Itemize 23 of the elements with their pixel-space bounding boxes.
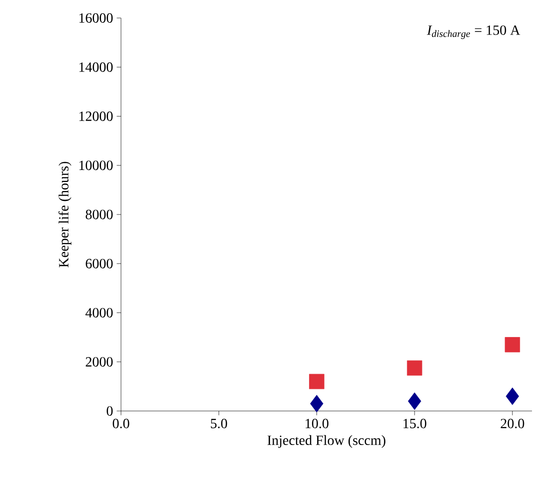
point	[408, 392, 422, 410]
y-tick-label: 6000	[86, 258, 113, 268]
y-tick-label: 4000	[85, 308, 113, 318]
y-tick-label: 0	[106, 406, 113, 416]
x-tick-label: 15.0	[404, 418, 426, 428]
y-tick-label: 16000	[79, 13, 113, 23]
point	[504, 337, 520, 352]
x-axis-title: Injected Flow (sccm)	[268, 435, 386, 448]
y-tick-label: 2000	[86, 357, 113, 367]
annotation: $I_{discharge}\text{ = 150 A}$	[426, 25, 520, 40]
y-tick-label: 14000	[79, 62, 113, 72]
y-tick-label: 12000	[79, 112, 113, 121]
y-tick-label: 10000	[79, 160, 113, 170]
point	[310, 394, 324, 412]
point	[506, 388, 520, 405]
x-tick-label: 10.0	[306, 418, 328, 428]
y-axis-title: Keeper life (hours)	[58, 162, 72, 268]
x-tick-label: 5.0	[210, 418, 228, 428]
x-tick-label: 20.0	[500, 418, 524, 428]
y-tick-label: 8000	[86, 210, 113, 220]
point	[309, 374, 324, 390]
x-tick-label: 0.0	[112, 418, 130, 428]
point	[406, 360, 422, 376]
